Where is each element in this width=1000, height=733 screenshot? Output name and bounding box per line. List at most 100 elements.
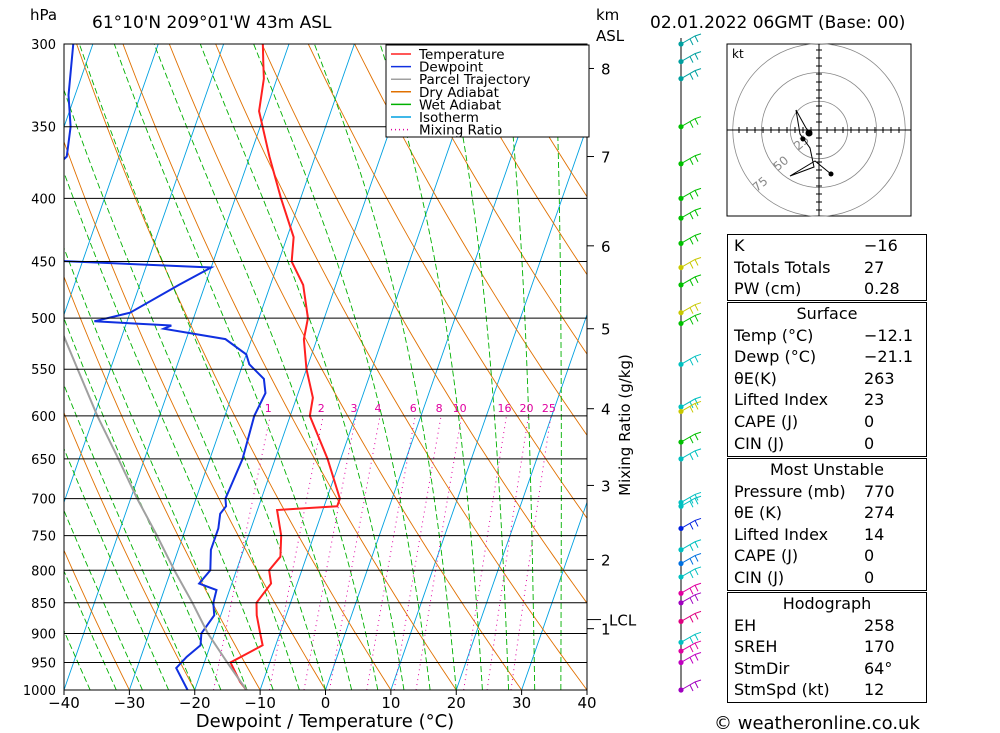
pressure-tick-label: 450 bbox=[31, 256, 56, 271]
wind-barb bbox=[680, 495, 702, 508]
legend-label: Isotherm bbox=[419, 110, 479, 126]
most-unstable-panel: Most Unstable Pressure (mb) 770 θE (K) 274 Li… bbox=[727, 458, 927, 591]
isotherm-line bbox=[325, 44, 551, 690]
legend-label: Parcel Trajectory bbox=[419, 72, 531, 88]
index-row: PW (cm) 0.28 bbox=[728, 278, 926, 300]
wind-level-dot bbox=[678, 639, 684, 645]
dry-adiabat-line bbox=[354, 44, 587, 437]
wind-barb-column bbox=[678, 33, 702, 693]
index-row: CAPE (J) 0 bbox=[728, 545, 926, 567]
mixing-ratio-line bbox=[393, 415, 442, 690]
index-label: Lifted Index bbox=[734, 524, 829, 544]
index-row: CIN (J) 0 bbox=[728, 433, 926, 455]
index-label: CAPE (J) bbox=[734, 546, 799, 566]
wind-barb bbox=[680, 257, 702, 269]
wet-adiabat-line bbox=[64, 317, 222, 690]
legend-label: Temperature bbox=[418, 47, 505, 63]
index-row: CIN (J) 0 bbox=[728, 567, 926, 589]
wet-adiabat-line bbox=[64, 509, 143, 690]
hodograph-unit: kt bbox=[732, 47, 744, 61]
mixing-ratio-line bbox=[463, 415, 507, 690]
x-tick-label: 20 bbox=[447, 694, 466, 712]
wind-barb bbox=[680, 553, 702, 565]
wet-adiabat-line bbox=[64, 171, 274, 690]
isotherm-line bbox=[521, 500, 587, 690]
index-label: Totals Totals bbox=[734, 257, 831, 277]
isotherm-line bbox=[259, 44, 486, 690]
hodograph-trace bbox=[789, 109, 832, 177]
mixing-ratio-label: 8 bbox=[436, 402, 443, 415]
pressure-tick-label: 650 bbox=[31, 453, 56, 468]
wind-level-dot bbox=[678, 659, 684, 666]
asl-label: ASL bbox=[596, 27, 625, 45]
legend-label: Mixing Ratio bbox=[419, 123, 502, 139]
mixing-ratio-line bbox=[510, 415, 552, 690]
km-tick-label: 2 bbox=[601, 551, 611, 569]
pressure-tick-label: 600 bbox=[31, 410, 56, 425]
dry-adiabat-line bbox=[122, 44, 457, 690]
index-value: 0 bbox=[864, 433, 875, 453]
dry-adiabat-line bbox=[307, 44, 587, 519]
dry-adiabat-line bbox=[400, 44, 587, 355]
wind-barb bbox=[680, 679, 702, 692]
hpa-label: hPa bbox=[30, 6, 57, 24]
wet-adiabat-line bbox=[379, 44, 483, 690]
index-label: StmDir bbox=[734, 658, 790, 678]
pressure-tick-label: 1000 bbox=[23, 684, 56, 699]
wet-adiabat-line bbox=[113, 44, 353, 690]
dry-adiabat-line bbox=[446, 44, 587, 276]
index-label: PW (cm) bbox=[734, 279, 802, 299]
hodograph-indices-panel: Hodograph EH 258 SREH 170 StmDir 64° StmSpd (kt… bbox=[727, 592, 927, 703]
index-label: StmSpd (kt) bbox=[734, 680, 830, 700]
index-value: −21.1 bbox=[864, 347, 914, 367]
pressure-tick-label: 850 bbox=[31, 597, 56, 612]
index-row: θE (K) 274 bbox=[728, 502, 926, 524]
pressure-tick-label: 350 bbox=[31, 121, 56, 136]
x-tick-label: −30 bbox=[114, 694, 146, 712]
dry-adiabat-line bbox=[64, 549, 130, 690]
x-axis-label: Dewpoint / Temperature (°C) bbox=[196, 711, 454, 732]
panel-title: Surface bbox=[796, 304, 858, 323]
wind-barb bbox=[680, 517, 702, 530]
index-row: StmDir 64° bbox=[728, 658, 926, 680]
km-label: km bbox=[596, 6, 619, 24]
wet-adiabat-line bbox=[78, 44, 326, 690]
index-label: CAPE (J) bbox=[734, 411, 799, 431]
wind-barb bbox=[680, 207, 702, 220]
index-value: 12 bbox=[864, 680, 885, 700]
mixing-ratio-axis-label: Mixing Ratio (g/kg) bbox=[616, 354, 634, 496]
mixing-ratio-label: 25 bbox=[542, 402, 556, 415]
wind-barb bbox=[680, 566, 702, 579]
wet-adiabat-line bbox=[503, 44, 536, 690]
index-label: θE (K) bbox=[734, 503, 782, 523]
wind-level-dot bbox=[678, 560, 684, 567]
wet-adiabat-line bbox=[313, 44, 457, 690]
index-label: Pressure (mb) bbox=[734, 481, 846, 501]
wind-barb bbox=[680, 68, 702, 80]
index-row: Temp (°C) −12.1 bbox=[728, 325, 926, 347]
index-label: CIN (J) bbox=[734, 567, 785, 587]
km-tick-label: 8 bbox=[601, 60, 611, 78]
hodograph-point bbox=[828, 171, 834, 177]
dry-adiabat-line bbox=[64, 140, 326, 690]
wind-barb bbox=[680, 353, 702, 366]
mixing-ratio-label: 10 bbox=[453, 402, 467, 415]
x-tick-label: 40 bbox=[577, 694, 596, 712]
index-value: 170 bbox=[864, 637, 895, 657]
index-value: 263 bbox=[864, 368, 895, 388]
wind-level-dot bbox=[678, 590, 684, 596]
wet-adiabat-line bbox=[444, 44, 509, 690]
wind-barb bbox=[680, 448, 702, 461]
wind-barb bbox=[680, 302, 702, 314]
mixing-ratio-line bbox=[329, 415, 381, 690]
pressure-tick-label: 400 bbox=[31, 192, 56, 207]
panel-title: Hodograph bbox=[782, 594, 872, 613]
wind-level-dot bbox=[678, 58, 684, 65]
index-row: EH 258 bbox=[728, 615, 926, 637]
pressure-tick-label: 700 bbox=[31, 493, 56, 508]
hodograph-point bbox=[800, 136, 806, 142]
series-line-dewpoint bbox=[64, 44, 267, 690]
